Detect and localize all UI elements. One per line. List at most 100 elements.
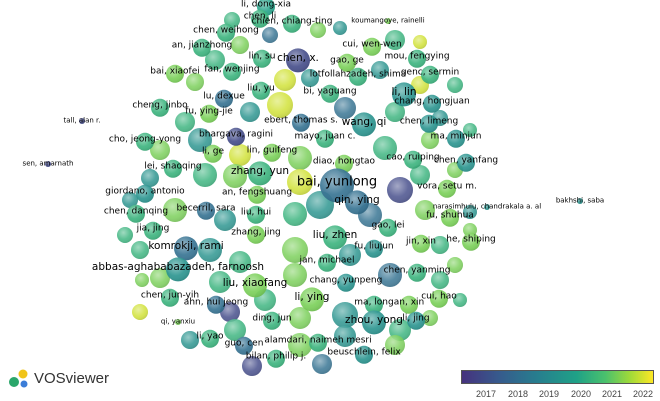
author-label[interactable]: qi, yanxiu [160, 317, 196, 326]
author-label[interactable]: bi, yaguang [303, 86, 357, 97]
author-label[interactable]: chen, weihong [193, 25, 259, 36]
author-label[interactable]: narasimhulu, chandrakala a. al [432, 202, 542, 211]
author-label[interactable]: li, lin [391, 85, 417, 98]
author-label[interactable]: chien, chiang-ting [251, 16, 333, 27]
author-label[interactable]: an, jianzhong [171, 40, 233, 51]
author-label[interactable]: vora, setu m. [417, 181, 477, 192]
author-label[interactable]: bai, yunlong [296, 174, 378, 190]
author-label[interactable]: chen, yanming [383, 265, 451, 276]
author-label[interactable]: bakhshi, saba [555, 196, 605, 205]
author-label[interactable]: cui, hao [421, 291, 457, 302]
author-label[interactable]: becerril, sara [176, 203, 236, 214]
author-label[interactable]: ebert, thomas s. [264, 115, 338, 126]
author-node-shade [193, 38, 211, 57]
background-node-shade [447, 77, 463, 93]
author-label[interactable]: komrokji, rami [148, 239, 224, 252]
author-node-shade [204, 144, 222, 163]
author-label[interactable]: genc, sermin [400, 67, 460, 78]
author-label[interactable]: gao, ge [330, 55, 364, 66]
author-label[interactable]: chen, limeng [399, 116, 459, 127]
author-label[interactable]: lin, su [248, 51, 276, 62]
author-label[interactable]: lei, shaoqing [144, 161, 202, 172]
author-label[interactable]: cui, wen-wen [342, 39, 402, 50]
background-node-shade [431, 236, 449, 254]
author-label[interactable]: abbas-aghababazadeh, farnoosh [91, 260, 265, 273]
author-label[interactable]: jan, michael [299, 255, 355, 266]
author-label[interactable]: chen, li [243, 11, 277, 22]
author-label[interactable]: li, dong-xia [241, 0, 291, 10]
author-label[interactable]: fu, shuhua [426, 210, 474, 221]
author-node-shade [345, 190, 369, 215]
author-label[interactable]: wang, qi [341, 115, 387, 128]
author-label[interactable]: chang, hongjuan [394, 96, 470, 107]
author-label[interactable]: qin, ying [334, 193, 380, 206]
author-label[interactable]: chang, yunpeng [309, 275, 383, 286]
author-label[interactable]: he, shiping [446, 234, 496, 245]
author-label[interactable]: zhou, yong [345, 313, 403, 326]
author-label[interactable]: cho, jeong-yong [108, 134, 182, 145]
vosviewer-logo: VOSviewer [8, 367, 109, 389]
author-label[interactable]: li, ying [294, 290, 330, 303]
author-label[interactable]: cao, ruiping [386, 152, 440, 163]
author-label[interactable]: cheng, jinbo [132, 100, 188, 111]
author-label[interactable]: tall, alan r. [63, 116, 101, 125]
background-node-shade [282, 237, 308, 263]
author-label[interactable]: an, fengshuang [221, 187, 293, 198]
author-label[interactable]: chen, x. [277, 51, 319, 64]
author-node-shade [423, 94, 441, 113]
author-label[interactable]: bhargava, ragini [199, 129, 273, 140]
author-label[interactable]: li, yao [196, 331, 224, 342]
author-label[interactable]: gao, lei [371, 220, 405, 231]
author-label[interactable]: lin, guifeng [246, 145, 298, 156]
background-node-shade [447, 257, 463, 273]
author-label[interactable]: mou, fengying [384, 51, 450, 62]
author-label[interactable]: ma, long [354, 297, 394, 308]
author-label[interactable]: jia, jing [136, 223, 170, 234]
year-color-scale [461, 370, 654, 384]
background-node-shade [312, 354, 332, 374]
author-node-shade [484, 204, 490, 210]
author-label[interactable]: liu, zhen [312, 228, 358, 241]
author-label[interactable]: guo, cen [224, 338, 264, 349]
background-node-shade [387, 177, 413, 203]
author-label[interactable]: bilan, philip j. [245, 351, 307, 362]
year-tick-label: 2018 [507, 389, 529, 399]
author-label[interactable]: li, jing [402, 313, 430, 324]
author-label[interactable]: fu, ying-jie [185, 106, 233, 117]
author-label[interactable]: liu, hui [240, 207, 272, 218]
author-label[interactable]: lu, dexue [203, 91, 245, 102]
author-label[interactable]: lotfollahzadeh, shima [309, 69, 407, 80]
year-tick-label: 2022 [632, 389, 654, 399]
author-label[interactable]: mayo, juan c. [294, 131, 356, 142]
author-node-shade [217, 23, 235, 42]
author-label[interactable]: liu, yu [247, 83, 275, 94]
author-label[interactable]: giordano, antonio [105, 186, 185, 197]
background-node-shade [267, 92, 293, 118]
author-label[interactable]: liu, xiaofang [222, 276, 288, 289]
author-label[interactable]: fan, wenjing [204, 64, 260, 75]
author-label[interactable]: diao, hongtao [312, 156, 376, 167]
author-label[interactable]: an, xin [393, 297, 425, 308]
author-label[interactable]: chen, danqing [103, 206, 169, 217]
author-label[interactable]: jin, xin [406, 236, 436, 247]
author-label[interactable]: ahn, hui jeong [183, 297, 249, 308]
author-label[interactable]: li, ge [202, 146, 224, 157]
background-node-shade [209, 271, 231, 293]
background-node-shade [413, 35, 427, 49]
background-node-shade [385, 102, 405, 122]
author-label[interactable]: zhang, jing [231, 227, 281, 238]
author-label[interactable]: chen, yanfang [433, 155, 499, 166]
background-node-shade [198, 238, 222, 262]
author-label[interactable]: bai, xiaofei [150, 66, 200, 77]
author-label[interactable]: zhang, yun [230, 164, 290, 177]
author-label[interactable]: beuschlein, felix [327, 347, 401, 358]
author-label[interactable]: ma, minjun [430, 131, 482, 142]
author-label[interactable]: koumangoye, rainelli [351, 16, 425, 25]
author-label[interactable]: ding, jun [252, 313, 292, 324]
author-label[interactable]: fu, liujun [354, 241, 394, 252]
author-label[interactable]: sen, amarnath [22, 159, 74, 168]
author-label[interactable]: alamdari, naimeh mesri [264, 335, 372, 346]
author-label[interactable]: chen, jun-yih [140, 290, 200, 301]
